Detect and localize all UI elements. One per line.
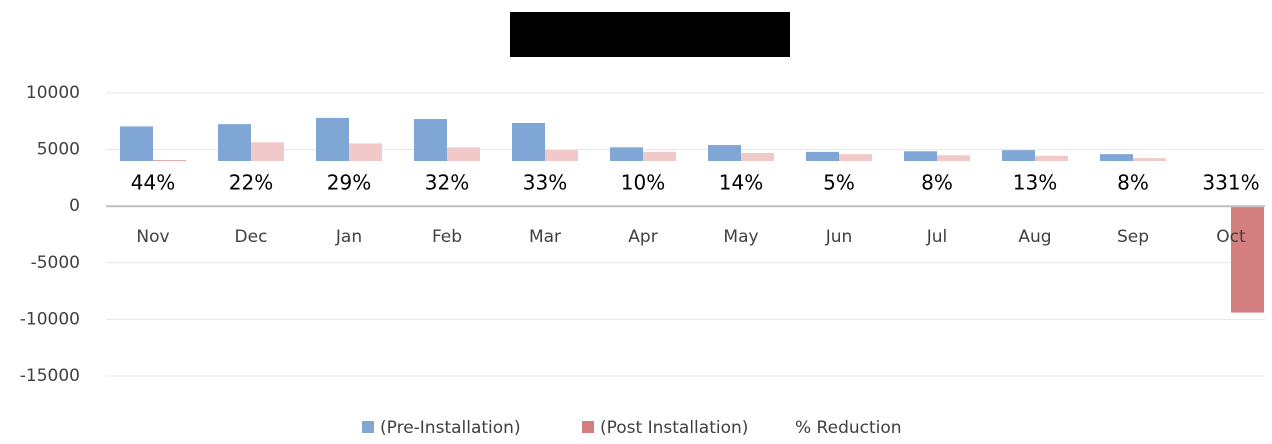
data-label-box xyxy=(708,161,774,206)
y-tick-label: 0 xyxy=(69,196,80,216)
legend-swatch xyxy=(362,421,374,433)
data-label: 331% xyxy=(1202,171,1259,195)
y-tick-label: 10000 xyxy=(26,83,80,103)
y-tick-label: -10000 xyxy=(20,309,80,329)
data-label-box xyxy=(806,161,872,206)
data-label-box xyxy=(1100,161,1166,206)
x-tick-label: Dec xyxy=(235,227,268,247)
legend-label: (Pre-Installation) xyxy=(380,418,521,438)
data-label-box xyxy=(218,161,284,206)
x-tick-label: Feb xyxy=(432,227,462,247)
redacted-title xyxy=(510,12,790,57)
x-tick-label: Apr xyxy=(628,227,657,247)
data-label-box xyxy=(1195,161,1267,206)
data-label: 8% xyxy=(921,171,953,195)
y-tick-label: -5000 xyxy=(31,253,80,273)
data-label: 8% xyxy=(1117,171,1149,195)
data-label: 10% xyxy=(621,171,665,195)
legend-label: % Reduction xyxy=(795,418,902,438)
data-label-box xyxy=(316,161,382,206)
x-tick-label: Jun xyxy=(825,227,853,247)
legend-label: (Post Installation) xyxy=(600,418,748,438)
x-tick-label: Jan xyxy=(335,227,362,247)
x-tick-label: Sep xyxy=(1117,227,1149,247)
data-label-box xyxy=(120,161,186,206)
x-tick-label: Oct xyxy=(1216,227,1246,247)
x-tick-label: Mar xyxy=(529,227,561,247)
data-label: 22% xyxy=(229,171,273,195)
x-tick-label: Jul xyxy=(926,227,948,247)
y-tick-label: -15000 xyxy=(20,366,80,386)
data-label: 33% xyxy=(523,171,567,195)
x-tick-label: Aug xyxy=(1018,227,1051,247)
data-label-box xyxy=(904,161,970,206)
data-label-box xyxy=(414,161,480,206)
bar xyxy=(1231,206,1264,313)
x-tick-label: May xyxy=(723,227,758,247)
data-label: 29% xyxy=(327,171,371,195)
data-label: 14% xyxy=(719,171,763,195)
data-label-box xyxy=(512,161,578,206)
legend-swatch xyxy=(582,421,594,433)
x-tick-label: Nov xyxy=(136,227,169,247)
y-tick-label: 5000 xyxy=(37,140,80,160)
data-label-box xyxy=(1002,161,1068,206)
data-label: 44% xyxy=(131,171,175,195)
data-label: 32% xyxy=(425,171,469,195)
data-label: 13% xyxy=(1013,171,1057,195)
data-label-box xyxy=(610,161,676,206)
data-label: 5% xyxy=(823,171,855,195)
